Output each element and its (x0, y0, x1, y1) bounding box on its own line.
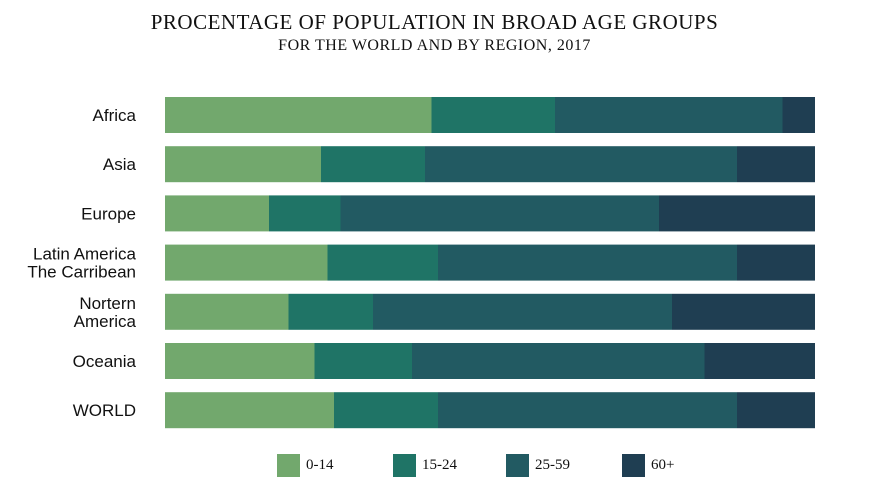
legend-item: 0-14 (277, 452, 334, 478)
legend-swatch (277, 453, 300, 477)
category-label: WORLD (73, 401, 136, 420)
bar-segment-15-24 (288, 293, 373, 330)
category-label: Oceania (73, 352, 137, 371)
stacked-bar-chart: Africa Asia Europe Latin America The Carribe… (27, 97, 815, 429)
category-label: Europe (81, 204, 136, 223)
legend-label: 25-59 (535, 456, 570, 473)
category-label: Asia (103, 155, 137, 174)
category-label-line: Europe (81, 204, 136, 223)
bar-segment-15-24 (334, 392, 438, 429)
category-label: Nortern America (74, 294, 137, 331)
legend-label: 60+ (651, 456, 675, 473)
bar-segment-25-59 (555, 97, 783, 133)
bar-segment-25-59 (373, 293, 672, 330)
category-label: Africa (93, 106, 137, 125)
bar-segment-0-14 (165, 244, 328, 281)
legend-item: 25-59 (506, 452, 570, 478)
category-label: Latin America The Carribean (27, 245, 136, 282)
bar-segment-60+ (737, 392, 815, 429)
bar-segment-0-14 (165, 97, 432, 133)
legend-swatch (393, 453, 416, 477)
chart-title: PROCENTAGE OF POPULATION IN BROAD AGE GR… (150, 10, 719, 34)
bar-segment-25-59 (438, 244, 737, 281)
legend-item: 15-24 (393, 452, 457, 478)
legend-swatch (622, 453, 645, 477)
bar-segment-0-14 (165, 195, 269, 232)
bar-segment-25-59 (438, 392, 737, 429)
legend-label: 0-14 (306, 456, 334, 473)
bar-segment-25-59 (425, 146, 737, 183)
category-label-line: America (74, 312, 137, 331)
bar-segment-60+ (659, 195, 815, 232)
chart-legend: 0-14 15-24 25-59 60+ (0, 452, 869, 478)
bar-segment-0-14 (165, 293, 289, 330)
category-label-line: Nortern (79, 294, 136, 313)
category-label-line: WORLD (73, 401, 136, 420)
category-label-line: Oceania (73, 352, 137, 371)
bar-segment-0-14 (165, 146, 321, 183)
category-label-line: Africa (93, 106, 137, 125)
bar-segment-25-59 (412, 343, 705, 379)
bar-segment-15-24 (327, 244, 438, 281)
bar-segment-0-14 (165, 343, 315, 379)
bar-segment-15-24 (269, 195, 341, 232)
category-label-line: Asia (103, 155, 137, 174)
legend-item: 60+ (622, 452, 674, 478)
bar-segment-60+ (672, 293, 815, 330)
legend-label: 15-24 (422, 456, 457, 473)
bar-segment-15-24 (321, 146, 425, 183)
bar-segment-15-24 (314, 343, 412, 379)
legend-swatch (506, 453, 529, 477)
bar-segment-60+ (782, 97, 815, 133)
bar-segment-60+ (737, 244, 815, 281)
bar-segment-15-24 (431, 97, 555, 133)
bar-segment-25-59 (340, 195, 659, 232)
bar-segment-60+ (737, 146, 815, 183)
category-label-line: The Carribean (27, 263, 136, 282)
bar-segment-60+ (704, 343, 815, 379)
bar-segment-0-14 (165, 392, 334, 429)
chart-subtitle: FOR THE WORLD AND BY REGION, 2017 (278, 37, 591, 54)
category-label-line: Latin America (33, 245, 137, 264)
